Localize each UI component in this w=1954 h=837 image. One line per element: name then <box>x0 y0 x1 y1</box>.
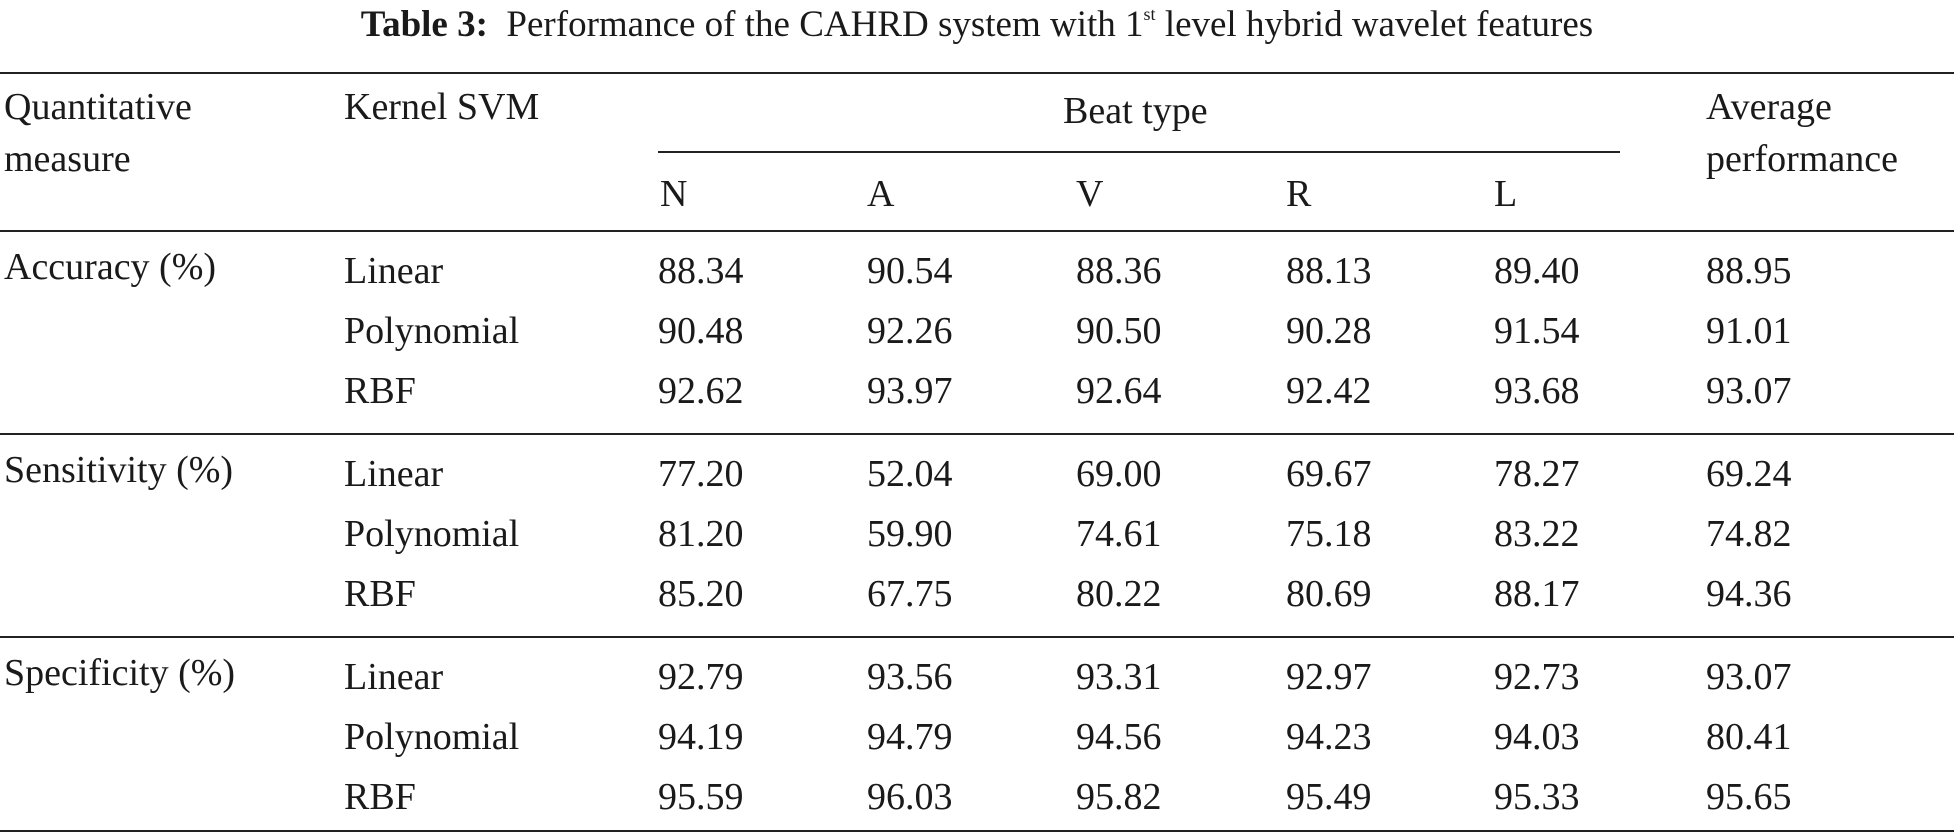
table-caption: Table 3: Performance of the CAHRD system… <box>0 0 1954 58</box>
value-l: 83.22 <box>1494 513 1580 555</box>
value-average: 91.01 <box>1706 310 1792 352</box>
top-rule <box>0 72 1954 74</box>
header-bottom-rule <box>0 230 1954 232</box>
group-divider-rule <box>0 433 1954 435</box>
value-n: 88.34 <box>658 250 744 292</box>
value-n: 77.20 <box>658 453 744 495</box>
measure-label: Accuracy (%) <box>4 246 217 288</box>
caption-superscript: st <box>1143 4 1156 24</box>
measure-label: Specificity (%) <box>4 652 236 694</box>
caption-text-end: level hybrid wavelet features <box>1155 4 1594 45</box>
value-r: 92.42 <box>1286 370 1372 412</box>
value-l: 91.54 <box>1494 310 1580 352</box>
value-v: 90.50 <box>1076 310 1162 352</box>
value-average: 69.24 <box>1706 453 1792 495</box>
value-a: 90.54 <box>867 250 953 292</box>
value-average: 88.95 <box>1706 250 1792 292</box>
header-measure-line1: Quantitative <box>4 86 192 128</box>
value-a: 93.56 <box>867 656 953 698</box>
value-r: 95.49 <box>1286 776 1372 818</box>
header-average-line1: Average <box>1706 86 1832 128</box>
kernel-label: Polynomial <box>344 310 520 352</box>
value-a: 92.26 <box>867 310 953 352</box>
value-r: 94.23 <box>1286 716 1372 758</box>
value-n: 85.20 <box>658 573 744 615</box>
value-v: 93.31 <box>1076 656 1162 698</box>
value-v: 80.22 <box>1076 573 1162 615</box>
value-v: 95.82 <box>1076 776 1162 818</box>
kernel-label: Polynomial <box>344 513 520 555</box>
value-v: 74.61 <box>1076 513 1162 555</box>
value-l: 95.33 <box>1494 776 1580 818</box>
value-a: 52.04 <box>867 453 953 495</box>
value-average: 74.82 <box>1706 513 1792 555</box>
kernel-label: Linear <box>344 656 444 698</box>
kernel-label: Linear <box>344 250 444 292</box>
value-l: 89.40 <box>1494 250 1580 292</box>
value-l: 93.68 <box>1494 370 1580 412</box>
kernel-label: Polynomial <box>344 716 520 758</box>
header-measure-line2: measure <box>4 138 131 180</box>
value-a: 59.90 <box>867 513 953 555</box>
value-average: 80.41 <box>1706 716 1792 758</box>
caption-label: Table 3: <box>360 4 488 45</box>
value-l: 94.03 <box>1494 716 1580 758</box>
value-v: 88.36 <box>1076 250 1162 292</box>
value-l: 88.17 <box>1494 573 1580 615</box>
header-beat-a: A <box>867 173 895 215</box>
bottom-rule <box>0 830 1954 832</box>
value-a: 94.79 <box>867 716 953 758</box>
kernel-label: RBF <box>344 776 416 818</box>
value-a: 93.97 <box>867 370 953 412</box>
value-average: 94.36 <box>1706 573 1792 615</box>
header-kernel-svm: Kernel SVM <box>344 86 540 128</box>
value-a: 67.75 <box>867 573 953 615</box>
measure-label: Sensitivity (%) <box>4 449 234 491</box>
header-average-line2: performance <box>1706 138 1898 180</box>
value-r: 69.67 <box>1286 453 1372 495</box>
header-beat-r: R <box>1286 173 1312 215</box>
value-average: 93.07 <box>1706 370 1792 412</box>
value-r: 92.97 <box>1286 656 1372 698</box>
value-n: 92.62 <box>658 370 744 412</box>
value-r: 80.69 <box>1286 573 1372 615</box>
value-n: 81.20 <box>658 513 744 555</box>
caption-text: Performance of the CAHRD system with 1 <box>506 4 1144 45</box>
value-v: 69.00 <box>1076 453 1162 495</box>
value-n: 94.19 <box>658 716 744 758</box>
value-average: 93.07 <box>1706 656 1792 698</box>
header-beat-n: N <box>660 173 688 215</box>
group-divider-rule <box>0 636 1954 638</box>
value-l: 78.27 <box>1494 453 1580 495</box>
value-a: 96.03 <box>867 776 953 818</box>
header-beat-l: L <box>1494 173 1518 215</box>
kernel-label: RBF <box>344 370 416 412</box>
beat-type-underline <box>658 151 1620 153</box>
value-average: 95.65 <box>1706 776 1792 818</box>
value-r: 90.28 <box>1286 310 1372 352</box>
value-n: 90.48 <box>658 310 744 352</box>
value-l: 92.73 <box>1494 656 1580 698</box>
value-n: 95.59 <box>658 776 744 818</box>
value-v: 92.64 <box>1076 370 1162 412</box>
header-beat-v: V <box>1076 173 1104 215</box>
header-beat-type: Beat type <box>1063 90 1208 132</box>
value-n: 92.79 <box>658 656 744 698</box>
value-v: 94.56 <box>1076 716 1162 758</box>
value-r: 75.18 <box>1286 513 1372 555</box>
kernel-label: Linear <box>344 453 444 495</box>
kernel-label: RBF <box>344 573 416 615</box>
value-r: 88.13 <box>1286 250 1372 292</box>
